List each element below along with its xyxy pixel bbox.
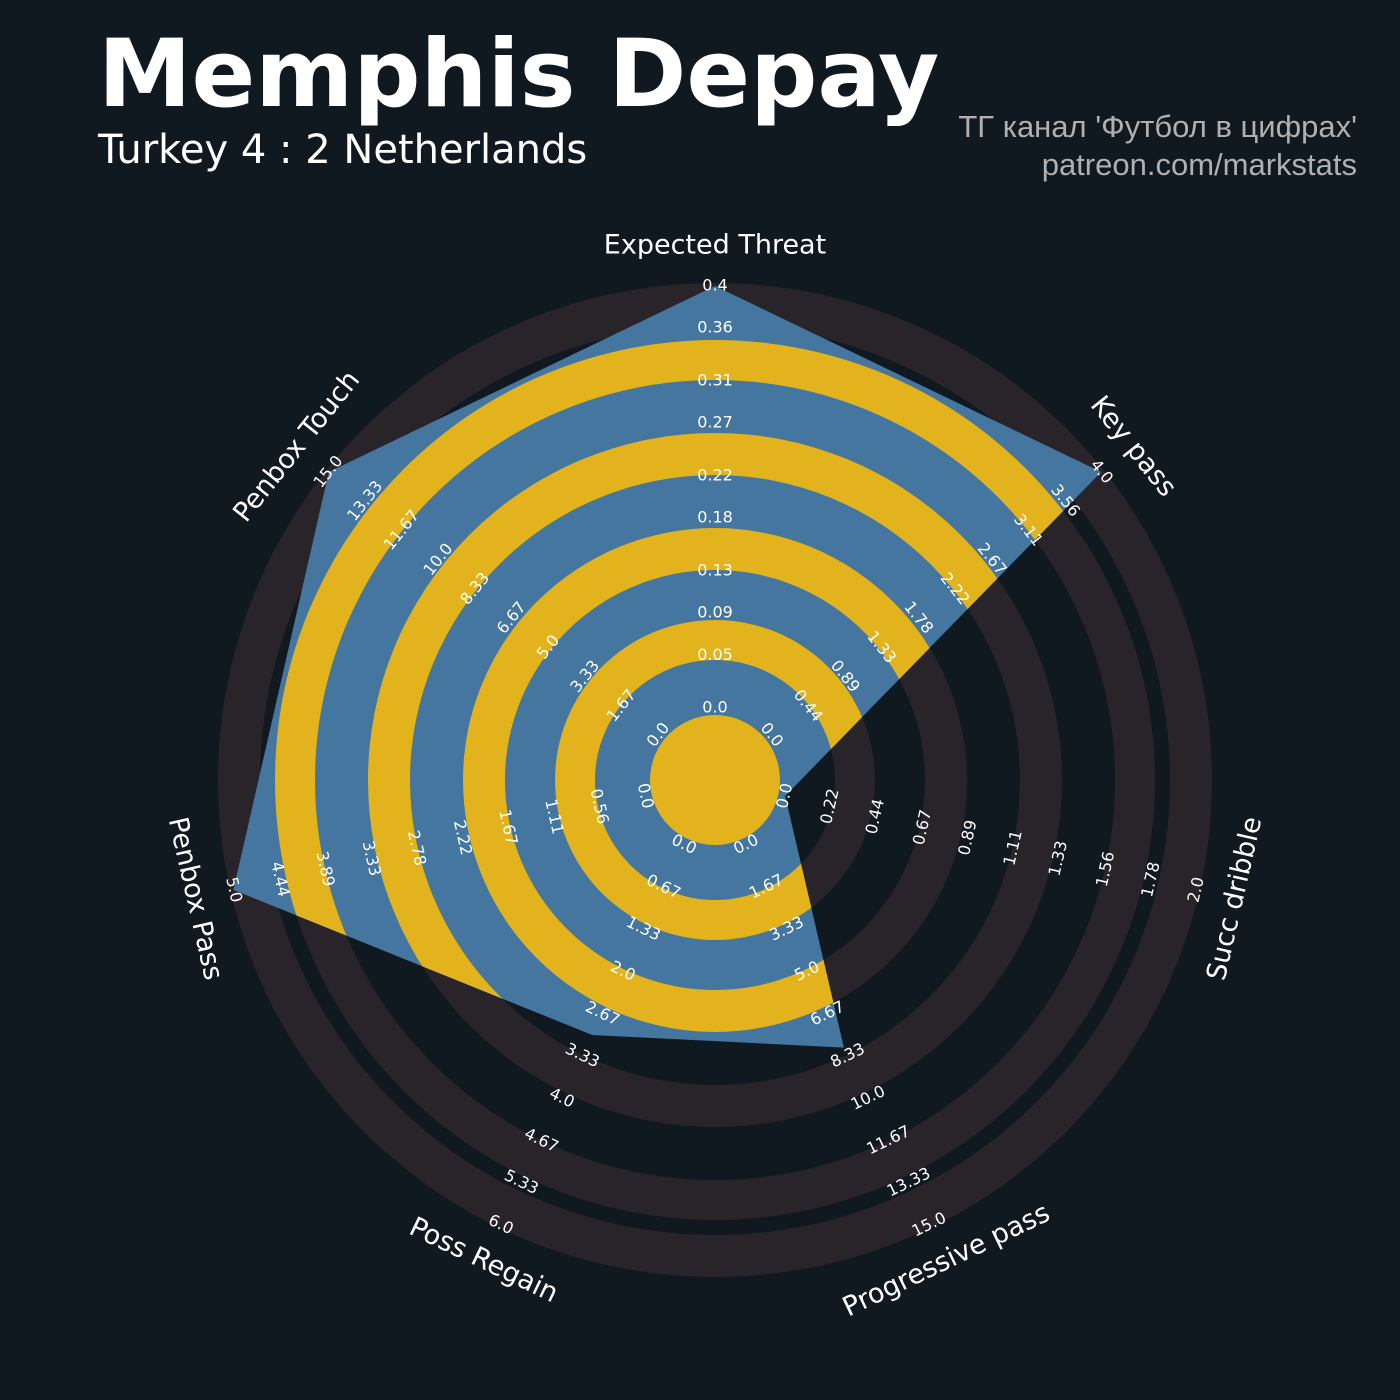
tick-label: 0.05 — [697, 645, 733, 664]
param-label: Expected Threat — [604, 230, 826, 261]
tick-label: 0.22 — [697, 465, 733, 484]
chart-title: Memphis Depay — [98, 20, 939, 129]
tick-label: 0.31 — [697, 370, 733, 389]
tick-label: 0.18 — [697, 508, 733, 527]
tick-label: 0.36 — [697, 318, 733, 337]
tick-label: 0.4 — [702, 276, 727, 295]
highlight-rings — [275, 340, 1102, 1048]
highlight-ring — [650, 715, 780, 845]
tick-label: 0.09 — [697, 603, 733, 622]
tick-label: 0.13 — [697, 560, 733, 579]
tick-label: 0.27 — [697, 413, 733, 432]
tick-label: 0.0 — [702, 698, 727, 717]
plot — [233, 286, 1102, 1048]
chart-subtitle: Turkey 4 : 2 Netherlands — [97, 127, 587, 173]
credit: ТГ канал 'Футбол в цифрах' — [958, 109, 1357, 144]
credit: patreon.com/markstats — [1042, 147, 1357, 182]
